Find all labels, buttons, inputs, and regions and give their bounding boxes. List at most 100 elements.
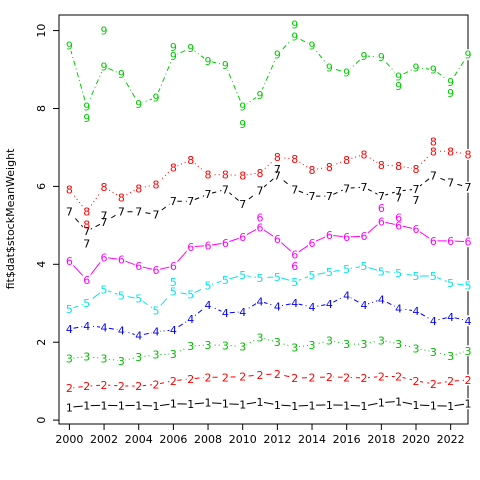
line-label-bg	[290, 249, 299, 261]
line-label-bg	[273, 368, 282, 380]
line-label-bg	[65, 255, 74, 267]
line-label-bg	[256, 167, 265, 179]
line-label: 1	[361, 400, 368, 413]
line-label-bg	[152, 208, 161, 220]
line-label: 7	[447, 176, 454, 189]
x-tick-label: 2016	[333, 433, 361, 446]
line-label: 3	[66, 353, 73, 366]
series-4: 4444444444444444444444444	[65, 281, 472, 343]
line-label: 3	[274, 336, 281, 349]
line-label: 6	[222, 237, 229, 250]
line-label: 8	[274, 151, 281, 164]
line-label: 2	[170, 375, 177, 388]
line-label-bg	[342, 182, 351, 194]
line-label: 4	[395, 302, 402, 315]
line-label-bg	[308, 269, 317, 281]
line-label-bg	[342, 154, 351, 166]
line-label-bg	[360, 181, 369, 193]
line-label-bg	[325, 371, 334, 383]
line-label-bg	[117, 289, 126, 301]
line-label-bg	[342, 371, 351, 383]
line-label-bg	[65, 184, 74, 196]
line-label-bg	[204, 240, 213, 252]
line-label-bg	[134, 351, 143, 363]
line-label: 5	[101, 284, 108, 297]
y-tick-label: 0	[35, 417, 48, 424]
line-label-bg	[238, 269, 247, 281]
line-label: 8	[395, 160, 402, 173]
line-label: 4	[83, 320, 90, 333]
line-label: 2	[101, 379, 108, 392]
line-label: 8	[413, 163, 420, 176]
line-label-bg	[446, 350, 455, 362]
data-point-label: 6	[378, 202, 385, 215]
line-label: 3	[343, 338, 350, 351]
line-label-bg	[377, 265, 386, 277]
line-label: 5	[274, 271, 281, 284]
line-label-bg	[82, 400, 91, 412]
y-tick-label: 6	[35, 183, 48, 190]
line-label-bg	[412, 342, 421, 354]
line-label-bg	[446, 277, 455, 289]
line-label-bg	[204, 55, 213, 67]
line-label-bg	[377, 334, 386, 346]
line-label-bg	[152, 400, 161, 412]
line-label-bg	[82, 225, 91, 237]
line-label: 9	[222, 59, 229, 72]
line-label: 7	[309, 190, 316, 203]
line-label: 6	[309, 237, 316, 250]
x-tick-label: 2018	[367, 433, 395, 446]
line-label-bg	[464, 315, 472, 327]
line-label: 6	[274, 233, 281, 246]
line-label-bg	[186, 313, 195, 325]
line-label-bg	[412, 223, 421, 235]
line-label-bg	[221, 274, 230, 286]
line-label-bg	[394, 71, 403, 83]
line-label-bg	[117, 355, 126, 367]
line-label: 8	[101, 181, 108, 194]
line-label: 2	[395, 370, 402, 383]
line-label-bg	[204, 371, 213, 383]
line-label: 3	[378, 334, 385, 347]
line-label-bg	[360, 148, 369, 160]
line-label: 4	[291, 297, 298, 310]
line-label-bg	[446, 176, 455, 188]
line-label: 8	[153, 178, 160, 191]
line-label-bg	[65, 353, 74, 365]
series-line-2	[69, 373, 469, 389]
line-label-bg	[273, 300, 282, 312]
line-label-bg	[377, 159, 386, 171]
line-label: 9	[326, 62, 333, 75]
line-label-bg	[308, 399, 317, 411]
line-label-bg	[186, 195, 195, 207]
line-label-bg	[308, 372, 317, 384]
line-label-bg	[464, 398, 472, 410]
data-point-label: 9	[101, 25, 108, 38]
line-label-bg	[308, 339, 317, 351]
line-label: 1	[205, 397, 212, 410]
line-label: 3	[361, 338, 368, 351]
line-label-bg	[100, 321, 109, 333]
line-label: 5	[239, 269, 246, 282]
line-label-bg	[238, 169, 247, 181]
line-label-bg	[169, 286, 178, 298]
line-label-bg	[82, 101, 91, 113]
line-label-bg	[134, 330, 143, 342]
line-label-bg	[360, 299, 369, 311]
line-label-bg	[290, 184, 299, 196]
line-label-bg	[204, 188, 213, 200]
line-label-bg	[152, 349, 161, 361]
line-label-bg	[100, 60, 109, 72]
line-label-bg	[65, 401, 74, 413]
line-label-bg	[100, 216, 109, 228]
line-label: 1	[413, 399, 420, 412]
line-label-bg	[342, 231, 351, 243]
line-label: 3	[447, 350, 454, 363]
line-label: 1	[101, 399, 108, 412]
x-axis: 2000 2002 2004 2006 2008 2010 2012 2014 2016 2018…	[55, 423, 465, 446]
line-label: 5	[170, 286, 177, 299]
line-label-bg	[394, 160, 403, 172]
line-label: 9	[309, 39, 316, 52]
line-label-bg	[446, 375, 455, 387]
